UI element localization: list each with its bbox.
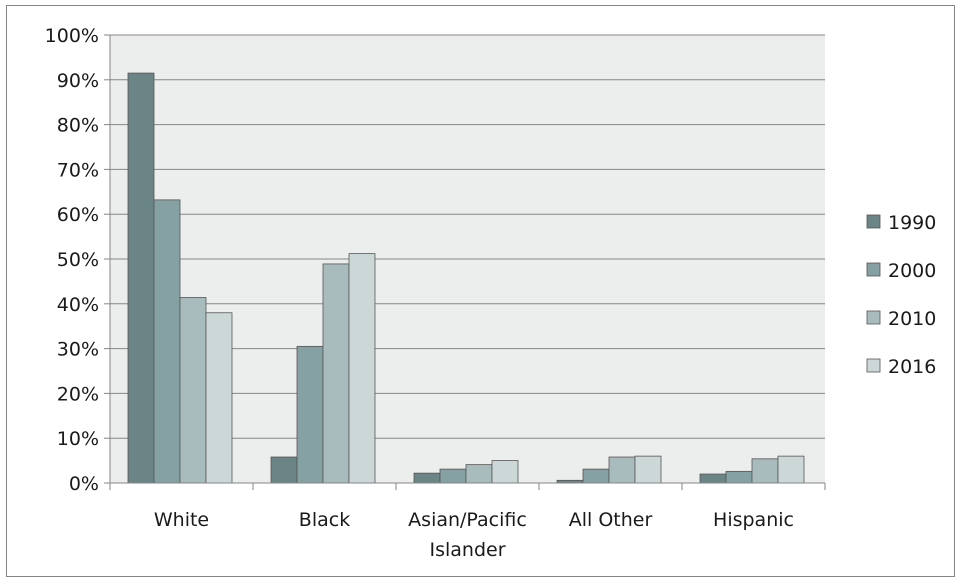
bars — [127, 72, 805, 484]
x-axis-ticks: White Black Asian/Pacific Islander All Other… — [109, 483, 826, 561]
y-tick-label: 90% — [57, 70, 99, 92]
bar-1990-2 — [413, 472, 441, 484]
bar-2016-4 — [777, 455, 805, 484]
x-tick-label: Hispanic — [713, 509, 794, 531]
y-tick-label: 80% — [57, 115, 99, 137]
legend-swatch — [866, 310, 881, 325]
bar-1990-0 — [127, 72, 155, 484]
x-tick-label: Black — [299, 509, 350, 531]
legend-swatch — [866, 262, 881, 277]
bar-2010-3 — [608, 456, 636, 484]
bar-2000-2 — [439, 468, 467, 484]
y-tick-label: 70% — [57, 159, 99, 181]
legend-label: 2000 — [888, 260, 936, 282]
y-tick-label: 20% — [57, 383, 99, 405]
legend: 1990 2000 2010 2016 — [866, 212, 936, 378]
y-axis-ticks: 0% 10% 20% 30% 40% 50% 60% 70% 80% 90% 100% — [45, 25, 110, 495]
legend-label: 1990 — [888, 212, 936, 234]
x-tick-label: Asian/Pacific — [408, 509, 527, 531]
bar-2016-3 — [634, 455, 662, 484]
gridlines — [110, 34, 825, 439]
legend-swatch — [866, 358, 881, 373]
bar-1990-1 — [270, 456, 298, 484]
y-tick-label: 50% — [57, 249, 99, 271]
legend-label: 2016 — [888, 356, 936, 378]
y-tick-label: 30% — [57, 339, 99, 361]
bar-2000-4 — [725, 470, 753, 484]
bar-2010-0 — [179, 297, 207, 484]
bar-2016-2 — [491, 460, 519, 484]
bar-1990-4 — [699, 473, 727, 484]
x-tick-label: Islander — [429, 539, 505, 561]
y-tick-label: 40% — [57, 294, 99, 316]
y-tick-label: 100% — [45, 25, 99, 47]
y-tick-label: 0% — [69, 473, 99, 495]
bar-2010-2 — [465, 464, 493, 484]
bar-2010-4 — [751, 458, 779, 484]
x-tick-label: All Other — [569, 509, 653, 531]
y-tick-label: 10% — [57, 428, 99, 450]
bar-2016-1 — [348, 253, 376, 484]
bar-2000-3 — [582, 468, 610, 484]
legend-label: 2010 — [888, 308, 936, 330]
bar-2016-0 — [205, 312, 233, 484]
y-tick-label: 60% — [57, 204, 99, 226]
legend-swatch — [866, 214, 881, 229]
bar-2000-1 — [296, 345, 324, 484]
bar-2010-1 — [322, 263, 350, 484]
x-tick-label: White — [154, 509, 209, 531]
bar-2000-0 — [153, 199, 181, 484]
